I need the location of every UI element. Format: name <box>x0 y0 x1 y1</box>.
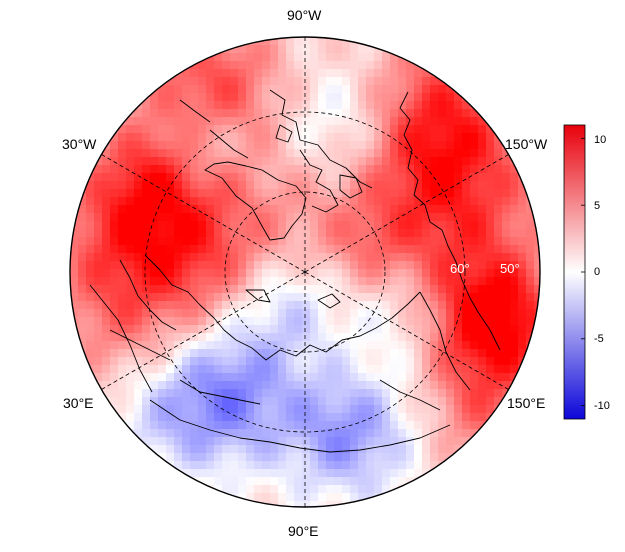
colorbar-tick-label: 0 <box>594 266 601 278</box>
anomaly-field <box>70 37 540 507</box>
colorbar-tick-label: 5 <box>594 200 601 212</box>
graticule <box>70 37 540 507</box>
lon-label-30e: 30°E <box>63 395 94 411</box>
colorbar-tick-label: -10 <box>594 400 610 412</box>
colorbar-ticks <box>581 137 585 407</box>
lon-label-150w: 150°W <box>505 136 548 152</box>
latitude-circle <box>224 191 386 353</box>
lon-label-150e: 150°E <box>507 395 546 411</box>
lon-label-90w: 90°W <box>287 7 322 23</box>
lon-label-90e: 90°E <box>288 523 319 539</box>
lat-label-60: 60° <box>450 261 470 276</box>
coastlines <box>89 89 501 453</box>
lat-label-50: 50° <box>500 261 520 276</box>
lon-label-30w: 30°W <box>62 136 97 152</box>
colorbar-tick-label: 10 <box>594 134 607 146</box>
map-boundary <box>69 36 541 508</box>
colorbar-tick-label: -5 <box>594 333 604 345</box>
latitude-circle <box>144 111 466 433</box>
